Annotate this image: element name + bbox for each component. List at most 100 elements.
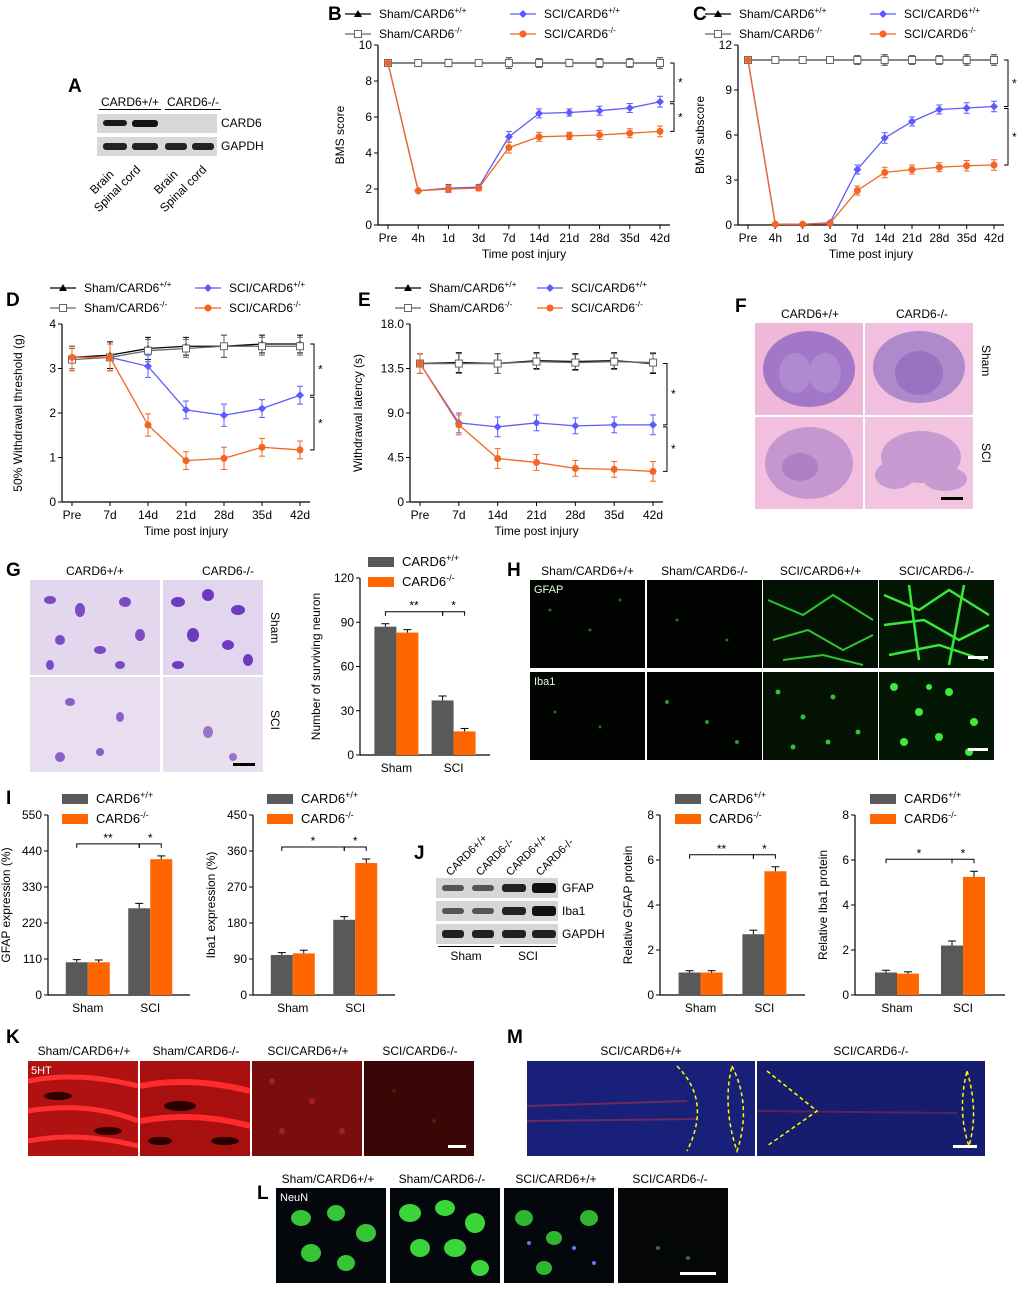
- h-row-iba1: Iba1: [534, 676, 556, 688]
- legend-marker: [519, 10, 527, 18]
- y-tick-label: 220: [22, 916, 42, 930]
- y-tick-label: 9.0: [387, 406, 404, 420]
- y-axis-label: 50% Withdrawal threshold (g): [11, 334, 25, 491]
- f-sci-ko-image: [865, 417, 973, 509]
- significance-marker: *: [678, 111, 683, 125]
- legend-marker: [59, 284, 67, 291]
- legend-label: CARD6+/+: [96, 790, 153, 806]
- y-tick-label: 0: [725, 218, 732, 232]
- data-point: [962, 104, 971, 112]
- data-point: [990, 102, 998, 111]
- x-tick-label: 14d: [529, 231, 549, 245]
- series-line: [387, 62, 661, 192]
- g-col-2: CARD6-/-: [201, 564, 254, 578]
- data-point: [565, 59, 574, 67]
- data-point: [610, 465, 618, 473]
- g-sham-wt-image: [30, 580, 160, 675]
- y-tick-label: 4: [842, 898, 849, 912]
- x-tick-label: 7d: [103, 508, 116, 522]
- data-point: [908, 56, 916, 64]
- data-point: [258, 443, 266, 451]
- data-point: [220, 411, 228, 420]
- x-tick-label: Sham: [72, 1001, 103, 1015]
- legend-marker: [714, 10, 722, 17]
- h-col-1: Sham/CARD6+/+: [541, 564, 634, 578]
- l-col-4: SCI/CARD6-/-: [632, 1172, 708, 1186]
- legend-marker: [879, 10, 887, 18]
- y-tick-label: 330: [22, 880, 42, 894]
- bar: [292, 953, 315, 995]
- h-gfap-img-2: [647, 580, 762, 668]
- legend-marker: [404, 284, 412, 291]
- y-axis-label: Relative Iba1 protein: [816, 850, 830, 960]
- legend-marker: [354, 30, 362, 38]
- data-point: [610, 420, 619, 429]
- y-tick-label: 13.5: [381, 362, 405, 376]
- x-tick-label: 7d: [851, 231, 864, 245]
- x-tick-label: 28d: [214, 508, 234, 522]
- panel-label-d: D: [6, 290, 20, 311]
- y-tick-label: 2: [647, 943, 654, 957]
- y-tick-label: 0: [240, 988, 247, 1002]
- data-point: [444, 185, 452, 193]
- data-point: [414, 187, 422, 195]
- f-sham-wt-image: [755, 323, 863, 415]
- data-point: [571, 358, 580, 367]
- data-point: [535, 109, 544, 118]
- legend-label: CARD6+/+: [402, 553, 459, 569]
- y-tick-label: 8: [842, 808, 849, 822]
- bar: [150, 859, 173, 995]
- legend-swatch: [267, 794, 293, 804]
- panel-label-k: K: [6, 1027, 20, 1048]
- significance-marker: *: [318, 363, 323, 377]
- data-point: [656, 127, 664, 135]
- y-tick-label: 60: [341, 660, 355, 674]
- legend-label: SCI/CARD6+/+: [229, 279, 305, 295]
- data-point: [744, 56, 752, 64]
- f-scale-bar: [941, 497, 963, 500]
- g-sham-ko-image: [163, 580, 263, 675]
- y-tick-label: 2: [49, 406, 56, 420]
- h-col-4: SCI/CARD6-/-: [898, 564, 975, 578]
- x-tick-label: 28d: [929, 231, 949, 245]
- significance-bracket: [951, 858, 975, 864]
- data-point: [455, 421, 463, 429]
- y-tick-label: 2: [365, 182, 372, 196]
- significance-bracket: [310, 396, 315, 451]
- x-tick-label: Pre: [379, 231, 398, 245]
- bar-chart-j-iba1: 0 2 4 6 8 Relative Iba1 protein Sham SCI * * CARD6…: [816, 790, 1005, 1015]
- h-scale-bar-1: [968, 656, 988, 659]
- m-col-1: SCI/CARD6+/+: [600, 1044, 682, 1058]
- blot-a-gapdh-band: [97, 137, 217, 156]
- data-point: [144, 346, 152, 355]
- data-point: [182, 344, 190, 353]
- y-tick-label: 6: [365, 110, 372, 124]
- western-blot-j: CARD6+/+ CARD6-/- CARD6+/+ CARD6-/- GFAP…: [430, 830, 610, 970]
- x-tick-label: 21d: [559, 231, 579, 245]
- k-col-3: SCI/CARD6+/+: [267, 1044, 349, 1058]
- line-chart-b: 0 2 4 6 8 10 Pre 4h 1d 3d 7d 14d 21d 28d 35d 42d Time po…: [333, 5, 683, 261]
- significance-marker: **: [409, 599, 419, 613]
- k-scale-bar: [448, 1145, 466, 1148]
- panel-label-e: E: [358, 290, 371, 311]
- f-row-sham: Sham: [979, 345, 993, 377]
- y-tick-label: 9: [725, 83, 732, 97]
- significance-marker: *: [917, 846, 922, 860]
- x-tick-label: Pre: [411, 508, 430, 522]
- y-axis-label: Withdrawal latency (s): [351, 354, 365, 472]
- data-point: [826, 220, 834, 227]
- data-point: [908, 166, 916, 173]
- bar: [333, 919, 356, 995]
- nissl-images-g: CARD6+/+ CARD6-/- Sham SCI: [30, 562, 290, 777]
- series-line: [747, 59, 995, 225]
- data-point: [144, 362, 152, 371]
- panel-label-f: F: [735, 296, 747, 317]
- legend-swatch: [62, 794, 88, 804]
- bar: [875, 972, 897, 995]
- g-row-sci: SCI: [268, 710, 282, 731]
- data-point: [656, 97, 664, 106]
- data-point: [596, 131, 604, 139]
- data-point: [935, 105, 944, 114]
- f-col-2: CARD6-/-: [895, 307, 948, 321]
- y-tick-label: 90: [234, 952, 248, 966]
